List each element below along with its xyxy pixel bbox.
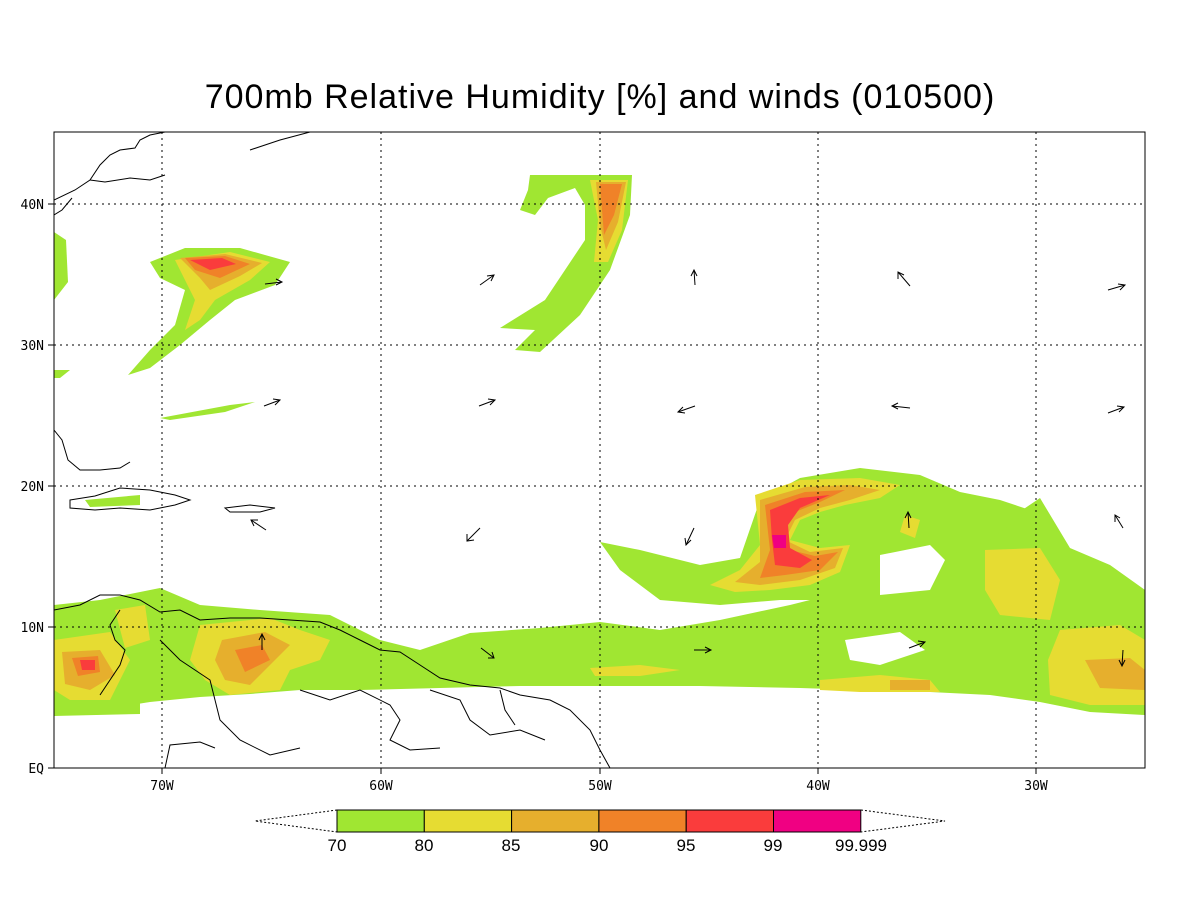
colorbar-left-extension [254,809,338,833]
colorbar-swatch [336,809,425,833]
x-axis-labels: 70W 60W 50W 40W 30W [150,779,1048,794]
humidity-region [890,680,930,690]
colorbar-swatch [598,809,687,833]
colorbar: 70 80 85 90 95 99 99.999 [254,809,946,855]
wind-arrow [479,274,495,286]
x-tick-label: 60W [369,779,393,794]
dry-region [880,545,945,595]
humidity-region [1085,658,1145,690]
colorbar-right-extension [860,809,946,833]
x-tick-label: 30W [1024,779,1048,794]
colorbar-swatch [773,809,862,833]
colorbar-swatches [336,809,862,833]
wind-arrow [263,398,282,407]
wind-arrow [694,646,713,654]
wind-arrow [1107,283,1127,291]
wind-arrow [690,268,698,286]
humidity-region [772,535,786,548]
x-tick-label: 50W [588,779,612,794]
humidity-region [54,370,70,378]
wind-arrow [890,402,911,410]
humidity-region [900,515,920,538]
colorbar-swatch [511,809,600,833]
humidity-shading [54,175,1145,716]
colorbar-level-label: 99 [764,836,783,855]
humidity-region [54,700,140,716]
colorbar-level-label: 85 [502,836,521,855]
wind-arrow [904,510,912,529]
colorbar-swatch [685,809,775,833]
humidity-region [80,660,95,670]
wind-arrow [897,271,911,287]
x-tick-label: 70W [150,779,174,794]
y-tick-label: 40N [21,198,44,213]
y-tick-label: EQ [28,762,44,777]
axis-ticks [48,203,1037,774]
colorbar-labels: 70 80 85 90 95 99 99.999 [328,836,887,855]
humidity-region [85,495,140,507]
colorbar-level-label: 80 [415,836,434,855]
wind-arrow [1114,514,1124,529]
humidity-region [985,548,1060,620]
y-tick-label: 20N [21,480,44,495]
grid-lines [54,132,1145,768]
wind-arrow [1107,405,1126,414]
humidity-region [590,665,680,676]
wind-arrow [478,398,497,407]
wind-arrow [676,405,696,414]
wind-vectors [250,268,1127,668]
humidity-region [160,402,255,420]
wind-arrow [908,640,927,649]
x-tick-label: 40W [806,779,830,794]
colorbar-level-label: 95 [677,836,696,855]
colorbar-level-label: 99.999 [835,836,887,855]
dry-region [845,632,925,665]
coastlines [54,132,611,768]
y-tick-label: 30N [21,339,44,354]
colorbar-level-label: 90 [590,836,609,855]
humidity-region [600,184,622,235]
humidity-region [54,232,68,300]
wind-arrow [258,632,266,650]
humidity-region [190,258,236,270]
wind-arrow [1118,649,1126,668]
y-axis-labels: EQ 10N 20N 30N 40N [21,198,45,777]
humidity-region [710,478,900,592]
wind-arrow [250,519,267,531]
wind-arrow [264,278,284,286]
wind-arrow [466,527,481,542]
wind-arrow [480,647,495,659]
colorbar-level-label: 70 [328,836,347,855]
page-title: 700mb Relative Humidity [%] and winds (0… [204,78,996,116]
y-tick-label: 10N [21,621,44,636]
humidity-region [770,495,830,568]
humidity-region [235,645,270,672]
colorbar-swatch [423,809,513,833]
wind-arrow [684,527,695,547]
